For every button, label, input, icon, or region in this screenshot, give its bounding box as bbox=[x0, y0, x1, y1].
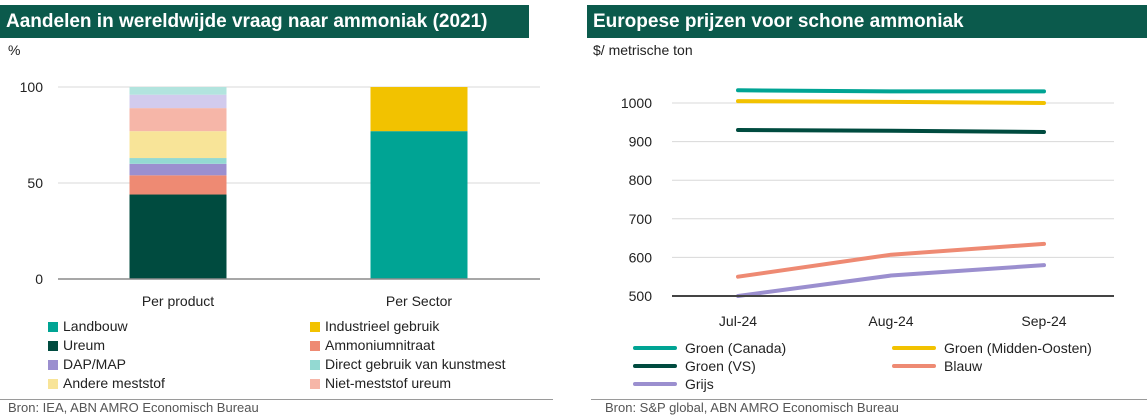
legend-label: Blauw bbox=[944, 358, 983, 374]
legend-label: Direct gebruik van kunstmest bbox=[325, 356, 506, 372]
left-y-tick-label: 100 bbox=[20, 79, 44, 95]
bar-segment-andere-meststof bbox=[129, 131, 227, 159]
series-line-grijs bbox=[736, 263, 1046, 298]
legend-item-andere-meststof: Andere meststof bbox=[48, 374, 165, 392]
legend-swatch bbox=[633, 364, 677, 368]
right-source: Bron: S&P global, ABN AMRO Economisch Bu… bbox=[605, 400, 899, 415]
price-panel: Europese prijzen voor schone ammoniak $/… bbox=[587, 0, 1147, 420]
legend-swatch bbox=[310, 360, 320, 370]
right-unit-label: $/ metrische ton bbox=[593, 42, 693, 58]
legend-label: Andere meststof bbox=[63, 375, 165, 391]
legend-item-landbouw: Landbouw bbox=[48, 317, 128, 335]
legend-swatch bbox=[892, 364, 936, 368]
legend-item-dap-map: DAP/MAP bbox=[48, 355, 126, 373]
right-y-tick-label: 700 bbox=[629, 211, 653, 227]
legend-item-ureum: Ureum bbox=[48, 336, 105, 354]
bar-segment-ammoniumnitraat bbox=[129, 175, 227, 195]
legend-label: Niet-meststof ureum bbox=[325, 375, 452, 391]
legend-label: Groen (VS) bbox=[685, 358, 756, 374]
left-category-label: Per Sector bbox=[386, 293, 452, 309]
legend-item-groen-vs: Groen (VS) bbox=[633, 357, 756, 375]
bar-segment-landbouw bbox=[370, 131, 468, 279]
left-chart-title: Aandelen in wereldwijde vraag naar ammon… bbox=[0, 5, 529, 38]
bar-segment-niet-meststof-ureum bbox=[129, 108, 227, 132]
bar-segment-unlabeled bbox=[129, 94, 227, 109]
legend-label: Ureum bbox=[63, 337, 106, 353]
left-y-tick-label: 0 bbox=[35, 271, 43, 287]
legend-item-industrieel-gebruik: Industrieel gebruik bbox=[310, 317, 439, 335]
right-y-tick-label: 1000 bbox=[621, 95, 652, 111]
series-line-groen-canada bbox=[736, 88, 1046, 94]
left-unit-label: % bbox=[8, 42, 21, 58]
series-line-groen-midden-oosten bbox=[736, 99, 1046, 105]
right-x-tick-label: Sep-24 bbox=[1021, 313, 1066, 329]
legend-swatch bbox=[310, 341, 320, 351]
legend-item-grijs: Grijs bbox=[633, 375, 714, 393]
bar-segment-direct-gebruik-van-kunstmest bbox=[129, 158, 227, 164]
bar-segment-unlabeled bbox=[129, 87, 227, 95]
legend-label: DAP/MAP bbox=[63, 356, 127, 372]
legend-item-ammoniumnitraat: Ammoniumnitraat bbox=[310, 336, 435, 354]
legend-swatch bbox=[48, 379, 58, 389]
legend-label: Groen (Midden-Oosten) bbox=[944, 340, 1092, 356]
demand-share-panel: Aandelen in wereldwijde vraag naar ammon… bbox=[0, 0, 560, 420]
legend-label: Ammoniumnitraat bbox=[325, 337, 435, 353]
right-y-tick-label: 900 bbox=[629, 134, 653, 150]
legend-swatch bbox=[48, 322, 58, 332]
legend-item-groen-midden-oosten: Groen (Midden-Oosten) bbox=[892, 339, 1092, 357]
legend-label: Grijs bbox=[685, 376, 714, 392]
right-y-tick-label: 600 bbox=[629, 249, 653, 265]
right-y-tick-label: 500 bbox=[629, 288, 653, 304]
bar-segment-dap-map bbox=[129, 163, 227, 176]
legend-swatch bbox=[633, 382, 677, 386]
right-chart-canvas: 500 600 700 800 900 1000 Jul-24 Aug-24 Sep-24 bbox=[621, 88, 1114, 329]
legend-swatch bbox=[633, 346, 677, 350]
legend-swatch bbox=[310, 379, 320, 389]
bar-segment-industrieel-gebruik bbox=[370, 87, 468, 132]
left-source: Bron: IEA, ABN AMRO Economisch Bureau bbox=[8, 400, 259, 415]
legend-item-direct-gebruik-van-kunstmest: Direct gebruik van kunstmest bbox=[310, 355, 506, 373]
left-y-tick-label: 50 bbox=[27, 175, 43, 191]
right-x-tick-label: Aug-24 bbox=[868, 313, 913, 329]
left-chart-canvas: 0 50 100 Per product Per Sector bbox=[20, 79, 540, 309]
legend-label: Industrieel gebruik bbox=[325, 318, 440, 334]
right-chart-title: Europese prijzen voor schone ammoniak bbox=[587, 5, 1147, 38]
left-category-label: Per product bbox=[142, 293, 214, 309]
left-source-divider bbox=[0, 399, 553, 400]
right-source-divider bbox=[591, 399, 1147, 400]
legend-swatch bbox=[48, 341, 58, 351]
bar-segment-ureum bbox=[129, 194, 227, 279]
legend-item-groen-canada: Groen (Canada) bbox=[633, 339, 786, 357]
series-line-groen-vs bbox=[736, 128, 1046, 134]
legend-label: Landbouw bbox=[63, 318, 128, 334]
legend-label: Groen (Canada) bbox=[685, 340, 787, 356]
legend-item-blauw: Blauw bbox=[892, 357, 982, 375]
legend-swatch bbox=[48, 360, 58, 370]
series-line-blauw bbox=[736, 241, 1046, 279]
legend-item-niet-meststof-ureum: Niet-meststof ureum bbox=[310, 374, 451, 392]
legend-swatch bbox=[892, 346, 936, 350]
legend-swatch bbox=[310, 322, 320, 332]
right-x-tick-label: Jul-24 bbox=[719, 313, 757, 329]
right-y-tick-label: 800 bbox=[629, 172, 653, 188]
